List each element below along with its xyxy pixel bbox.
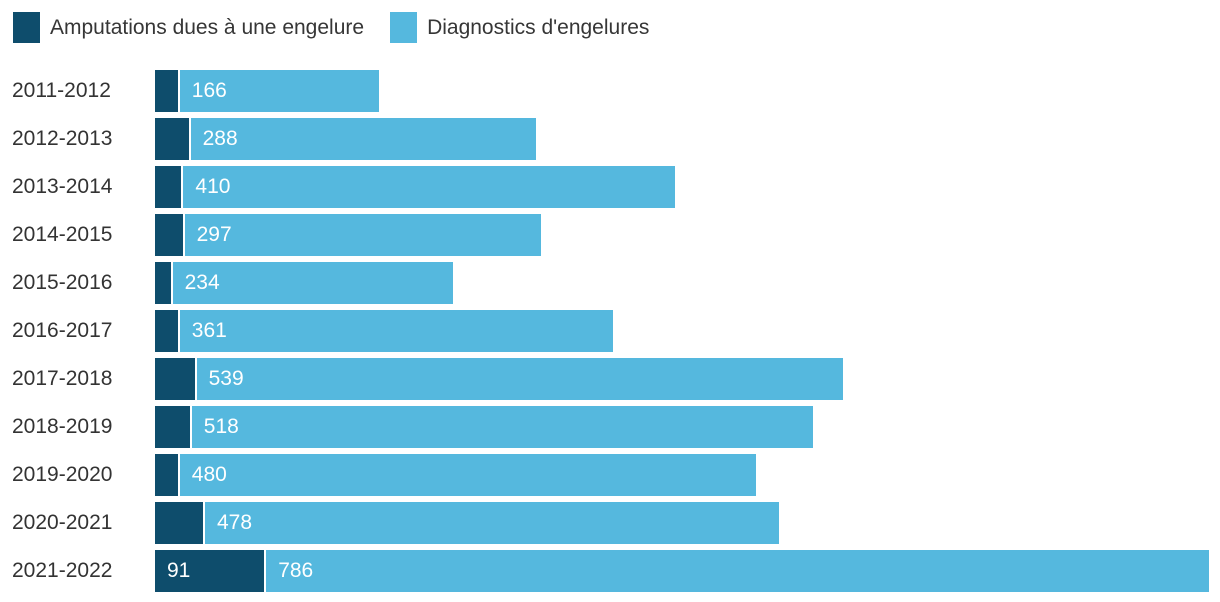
category-label: 2013-2014 — [12, 175, 113, 198]
bar-segment-amputations — [155, 70, 178, 112]
bar-track: 480 — [155, 454, 1220, 496]
bar-value-label: 361 — [191, 319, 227, 342]
bar-segment-diagnostics: 288 — [190, 118, 537, 160]
bar-segment-diagnostics: 410 — [183, 166, 676, 208]
chart-row: 2011-2012 166 — [0, 70, 1220, 112]
bar-segment-diagnostics: 539 — [196, 358, 844, 400]
bar-segment-diagnostics: 361 — [179, 310, 613, 352]
category-label: 2017-2018 — [12, 367, 113, 390]
bar-segment-amputations: 91 — [155, 550, 265, 592]
bar-segment-amputations — [155, 502, 203, 544]
category-label: 2016-2017 — [12, 319, 113, 342]
chart-rows: 2011-2012 166 2012-2013 288 2013-2014 410 2014… — [0, 70, 1220, 592]
legend-swatch-diagnostics — [390, 12, 418, 43]
legend-item-diagnostics: Diagnostics d'engelures — [390, 12, 649, 43]
category-label: 2012-2013 — [12, 127, 113, 150]
category-label: 2020-2021 — [12, 511, 113, 534]
chart-legend: Amputations dues à une engelure Diagnost… — [0, 0, 1220, 43]
bar-segment-amputations — [155, 262, 171, 304]
bar-segment-diagnostics: 480 — [179, 454, 756, 496]
bar-value-label: 297 — [196, 223, 232, 246]
category-label: 2019-2020 — [12, 463, 113, 486]
category-label: 2011-2012 — [12, 79, 111, 102]
chart-row: 2018-2019 518 — [0, 406, 1220, 448]
bar-value-label: 166 — [191, 79, 227, 102]
bar-value-label: 288 — [202, 127, 238, 150]
bar-value-label: 518 — [203, 415, 239, 438]
bar-segment-diagnostics: 166 — [179, 70, 379, 112]
chart-row: 2020-2021 478 — [0, 502, 1220, 544]
bar-segment-amputations — [155, 118, 189, 160]
bar-segment-amputations — [155, 358, 195, 400]
bar-segment-amputations — [155, 406, 190, 448]
bar-segment-diagnostics: 478 — [205, 502, 779, 544]
bar-value-label: 539 — [208, 367, 244, 390]
bar-value-label: 410 — [195, 175, 231, 198]
category-label: 2015-2016 — [12, 271, 113, 294]
legend-item-amputations: Amputations dues à une engelure — [13, 12, 364, 43]
bar-track: 518 — [155, 406, 1220, 448]
bar-segment-diagnostics: 518 — [191, 406, 814, 448]
chart-row: 2016-2017 361 — [0, 310, 1220, 352]
legend-label-diagnostics: Diagnostics d'engelures — [427, 15, 650, 39]
chart-row: 2019-2020 480 — [0, 454, 1220, 496]
chart-row: 2021-2022 91 786 — [0, 550, 1220, 592]
bar-track: 166 — [155, 70, 1220, 112]
bar-track: 361 — [155, 310, 1220, 352]
legend-label-amputations: Amputations dues à une engelure — [50, 15, 365, 39]
bar-value-label: 234 — [184, 271, 220, 294]
bar-segment-amputations — [155, 214, 183, 256]
legend-swatch-amputations — [13, 12, 40, 43]
bar-segment-amputations — [155, 310, 178, 352]
bar-value-label: 786 — [278, 559, 314, 582]
bar-track: 297 — [155, 214, 1220, 256]
bar-track: 410 — [155, 166, 1220, 208]
category-label: 2014-2015 — [12, 223, 113, 246]
bar-value-label: 478 — [217, 511, 253, 534]
bar-track: 91 786 — [155, 550, 1220, 592]
chart-row: 2017-2018 539 — [0, 358, 1220, 400]
bar-track: 539 — [155, 358, 1220, 400]
chart-row: 2012-2013 288 — [0, 118, 1220, 160]
category-label: 2018-2019 — [12, 415, 113, 438]
chart-row: 2015-2016 234 — [0, 262, 1220, 304]
bar-value-label: 91 — [167, 559, 191, 582]
bar-segment-amputations — [155, 166, 182, 208]
bar-segment-diagnostics: 786 — [266, 550, 1210, 592]
bar-segment-diagnostics: 297 — [184, 214, 541, 256]
bar-track: 288 — [155, 118, 1220, 160]
bar-segment-diagnostics: 234 — [172, 262, 454, 304]
bar-track: 234 — [155, 262, 1220, 304]
bar-track: 478 — [155, 502, 1220, 544]
chart-row: 2014-2015 297 — [0, 214, 1220, 256]
bar-segment-amputations — [155, 454, 178, 496]
bar-value-label: 480 — [191, 463, 227, 486]
chart-row: 2013-2014 410 — [0, 166, 1220, 208]
category-label: 2021-2022 — [12, 559, 113, 582]
